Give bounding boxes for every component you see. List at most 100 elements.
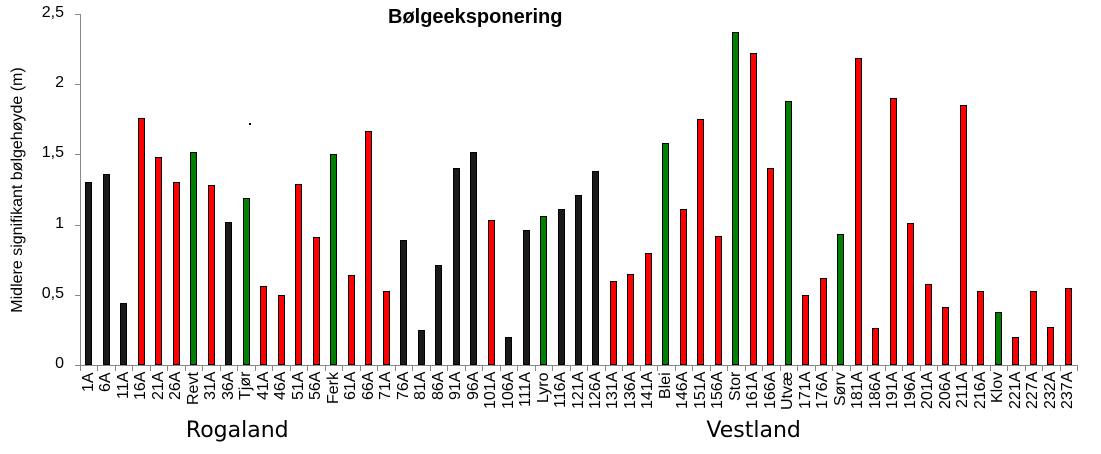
- x-tick-mark: [359, 365, 361, 371]
- bar-81A: [417, 329, 425, 365]
- y-tick-mark: [75, 14, 80, 15]
- x-tick-label: 206A: [936, 371, 954, 409]
- x-tick-mark: [762, 365, 764, 371]
- x-tick-mark: [254, 365, 256, 371]
- x-tick-mark: [622, 365, 624, 371]
- x-tick-mark: [884, 365, 886, 371]
- x-tick-mark: [307, 365, 309, 371]
- x-tick-label: 211A: [954, 371, 972, 408]
- bar-96A: [470, 151, 478, 365]
- x-tick-mark: [412, 365, 414, 371]
- bar-Lyro: [540, 216, 548, 365]
- x-tick-mark: [219, 365, 221, 371]
- y-tick-mark: [75, 365, 80, 366]
- bar-71A: [382, 290, 390, 365]
- x-tick-label: 1A: [79, 372, 97, 392]
- bar-161A: [749, 53, 757, 365]
- x-axis-line: [80, 365, 1077, 366]
- x-tick-label: 237A: [1059, 371, 1077, 409]
- x-tick-mark: [114, 365, 116, 371]
- x-tick-mark: [132, 365, 134, 371]
- x-tick-label: 196A: [901, 371, 919, 409]
- x-tick-mark: [237, 365, 239, 371]
- bar-56A: [312, 237, 320, 365]
- x-tick-mark: [202, 365, 204, 371]
- x-tick-label: Sørv: [831, 372, 849, 406]
- y-tick-label: 2: [55, 74, 64, 92]
- x-tick-label: 91A: [447, 371, 465, 400]
- y-tick-label: 0,5: [41, 284, 64, 302]
- x-tick-label: 221A: [1006, 371, 1024, 409]
- x-tick-label: 181A: [849, 371, 867, 409]
- bar-6A: [102, 174, 110, 365]
- y-tick-mark: [75, 84, 80, 86]
- x-tick-label: 46A: [272, 371, 290, 400]
- y-tick-label: 2,5: [41, 4, 64, 21]
- x-tick-mark: [797, 365, 799, 371]
- x-tick-mark: [1024, 365, 1026, 371]
- x-tick-label: 131A: [604, 371, 622, 409]
- x-tick-mark: [1042, 365, 1044, 371]
- x-tick-label: 31A: [202, 371, 220, 400]
- x-tick-label: 146A: [674, 371, 692, 409]
- x-tick-label: 66A: [359, 371, 377, 400]
- x-tick-label: 36A: [219, 371, 237, 400]
- x-tick-mark: [394, 365, 396, 371]
- y-tick-label: 1: [55, 214, 64, 232]
- x-tick-mark: [429, 365, 431, 371]
- bar-121A: [575, 195, 582, 365]
- x-tick-mark: [517, 365, 519, 371]
- x-tick-label: 171A: [796, 371, 814, 409]
- x-tick-label: 11A: [114, 371, 132, 399]
- bar-21A: [155, 157, 163, 365]
- x-tick-label: 41A: [254, 371, 272, 400]
- x-tick-mark: [464, 365, 466, 371]
- x-tick-mark: [80, 365, 81, 371]
- x-tick-mark: [342, 365, 344, 371]
- x-tick-label: 21A: [149, 371, 167, 400]
- bar-51A: [295, 183, 303, 365]
- x-tick-mark: [674, 365, 676, 371]
- x-tick-mark: [849, 365, 851, 371]
- bar-76A: [400, 240, 408, 365]
- bar-Revt: [190, 151, 198, 365]
- x-tick-mark: [744, 365, 746, 371]
- y-tick-mark: [75, 294, 80, 296]
- bar-61A: [347, 275, 355, 365]
- x-tick-mark: [727, 365, 729, 371]
- x-tick-mark: [587, 365, 589, 371]
- x-tick-mark: [692, 365, 694, 371]
- x-tick-label: 121A: [569, 371, 587, 409]
- bar-191A: [889, 98, 897, 365]
- bar-16A: [137, 117, 145, 365]
- x-tick-mark: [639, 365, 641, 371]
- x-tick-label: 106A: [499, 371, 517, 409]
- x-tick-label: 161A: [744, 371, 762, 409]
- x-tick-label: 96A: [464, 371, 482, 400]
- bar-206A: [942, 307, 950, 365]
- x-tick-mark: [149, 365, 151, 371]
- x-tick-label: Ferk: [324, 372, 342, 404]
- x-tick-mark: [972, 365, 974, 371]
- x-tick-mark: [709, 365, 711, 371]
- x-tick-label: 227A: [1024, 371, 1042, 409]
- x-tick-mark: [657, 365, 659, 371]
- bar-146A: [679, 209, 687, 365]
- bar-216A: [977, 290, 985, 365]
- bar-131A: [609, 280, 617, 365]
- x-tick-label: Blei: [656, 372, 674, 399]
- bar-116A: [557, 209, 565, 365]
- bar-26A: [172, 182, 180, 365]
- x-tick-label: 156A: [709, 371, 727, 409]
- x-tick-mark: [97, 365, 99, 371]
- bar-141A: [644, 252, 652, 365]
- bar-Stor: [732, 32, 740, 365]
- bar-Sørv: [837, 234, 845, 365]
- x-tick-label: Lyro: [534, 372, 552, 403]
- bar-211A: [959, 105, 967, 365]
- bar-166A: [767, 168, 775, 365]
- x-tick-label: Klov: [989, 371, 1007, 403]
- x-tick-mark: [604, 365, 606, 371]
- x-tick-mark: [272, 365, 274, 371]
